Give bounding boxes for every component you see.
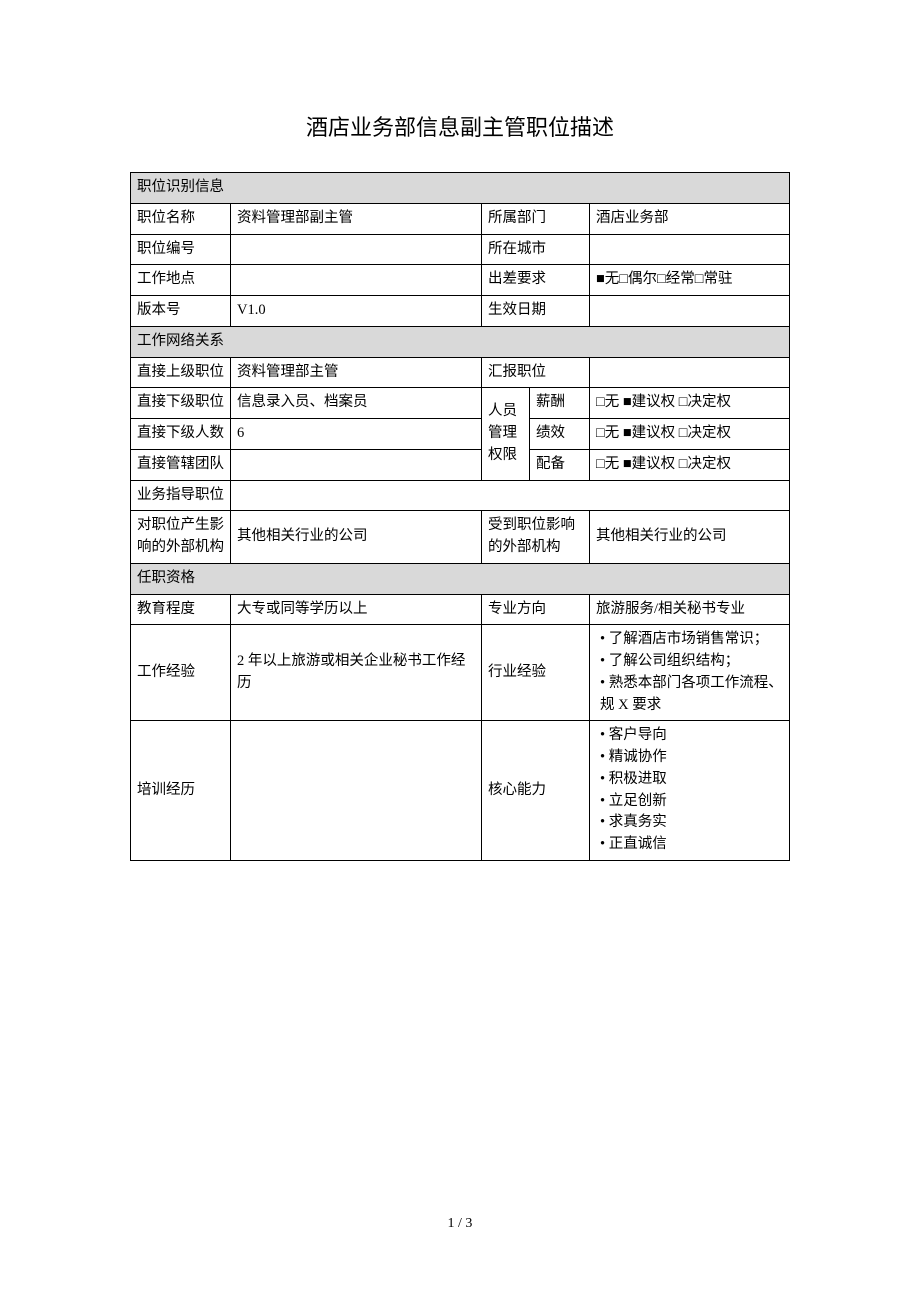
position-code-label: 职位编号 xyxy=(131,234,231,265)
core-ability-list: 客户导向精诚协作积极进取立足创新求真务实正直诚信 xyxy=(596,725,783,856)
staffing-value: □无 ■建议权 □决定权 xyxy=(590,449,790,480)
subordinate-value: 信息录入员、档案员 xyxy=(231,388,482,419)
guidance-value xyxy=(231,480,790,511)
industry-exp-value: 了解酒店市场销售常识；了解公司组织结构；熟悉本部门各项工作流程、规 X 要求 xyxy=(590,625,790,721)
document-title: 酒店业务部信息副主管职位描述 xyxy=(130,110,790,142)
department-value: 酒店业务部 xyxy=(590,203,790,234)
education-label: 教育程度 xyxy=(131,594,231,625)
team-value xyxy=(231,449,482,480)
external-influence-label: 对职位产生影响的外部机构 xyxy=(131,511,231,564)
position-name-value: 资料管理部副主管 xyxy=(231,203,482,234)
list-item: 熟悉本部门各项工作流程、规 X 要求 xyxy=(600,673,783,717)
superior-value: 资料管理部主管 xyxy=(231,357,482,388)
version-label: 版本号 xyxy=(131,296,231,327)
section-network-header: 工作网络关系 xyxy=(131,326,790,357)
department-label: 所属部门 xyxy=(482,203,590,234)
work-location-label: 工作地点 xyxy=(131,265,231,296)
report-label: 汇报职位 xyxy=(482,357,590,388)
subordinate-label: 直接下级职位 xyxy=(131,388,231,419)
work-exp-label: 工作经验 xyxy=(131,625,231,721)
team-label: 直接管辖团队 xyxy=(131,449,231,480)
major-value: 旅游服务/相关秘书专业 xyxy=(590,594,790,625)
section-identification-header: 职位识别信息 xyxy=(131,173,790,204)
industry-exp-list: 了解酒店市场销售常识；了解公司组织结构；熟悉本部门各项工作流程、规 X 要求 xyxy=(596,629,783,716)
page-number: 1 / 3 xyxy=(0,1216,920,1232)
effective-date-label: 生效日期 xyxy=(482,296,590,327)
salary-value: □无 ■建议权 □决定权 xyxy=(590,388,790,419)
section-qualification-header: 任职资格 xyxy=(131,563,790,594)
major-label: 专业方向 xyxy=(482,594,590,625)
city-value xyxy=(590,234,790,265)
list-item: 立足创新 xyxy=(600,791,783,813)
work-exp-value: 2 年以上旅游或相关企业秘书工作经历 xyxy=(231,625,482,721)
position-name-label: 职位名称 xyxy=(131,203,231,234)
core-ability-label: 核心能力 xyxy=(482,721,590,861)
salary-label: 薪酬 xyxy=(530,388,590,419)
list-item: 客户导向 xyxy=(600,725,783,747)
list-item: 了解酒店市场销售常识； xyxy=(600,629,783,651)
list-item: 正直诚信 xyxy=(600,834,783,856)
subordinate-count-label: 直接下级人数 xyxy=(131,419,231,450)
report-value xyxy=(590,357,790,388)
staffing-label: 配备 xyxy=(530,449,590,480)
travel-value: ■无□偶尔□经常□常驻 xyxy=(590,265,790,296)
city-label: 所在城市 xyxy=(482,234,590,265)
external-influence-value: 其他相关行业的公司 xyxy=(231,511,482,564)
list-item: 求真务实 xyxy=(600,812,783,834)
effective-date-value xyxy=(590,296,790,327)
education-value: 大专或同等学历以上 xyxy=(231,594,482,625)
guidance-label: 业务指导职位 xyxy=(131,480,231,511)
affected-external-label: 受到职位影响的外部机构 xyxy=(482,511,590,564)
industry-exp-label: 行业经验 xyxy=(482,625,590,721)
training-value xyxy=(231,721,482,861)
travel-label: 出差要求 xyxy=(482,265,590,296)
affected-external-value: 其他相关行业的公司 xyxy=(590,511,790,564)
job-description-table: 职位识别信息 职位名称 资料管理部副主管 所属部门 酒店业务部 职位编号 所在城… xyxy=(130,172,790,861)
core-ability-value: 客户导向精诚协作积极进取立足创新求真务实正直诚信 xyxy=(590,721,790,861)
work-location-value xyxy=(231,265,482,296)
superior-label: 直接上级职位 xyxy=(131,357,231,388)
authority-label: 人员管理权限 xyxy=(482,388,530,480)
performance-label: 绩效 xyxy=(530,419,590,450)
list-item: 积极进取 xyxy=(600,769,783,791)
training-label: 培训经历 xyxy=(131,721,231,861)
version-value: V1.0 xyxy=(231,296,482,327)
list-item: 精诚协作 xyxy=(600,747,783,769)
position-code-value xyxy=(231,234,482,265)
performance-value: □无 ■建议权 □决定权 xyxy=(590,419,790,450)
list-item: 了解公司组织结构； xyxy=(600,651,783,673)
subordinate-count-value: 6 xyxy=(231,419,482,450)
